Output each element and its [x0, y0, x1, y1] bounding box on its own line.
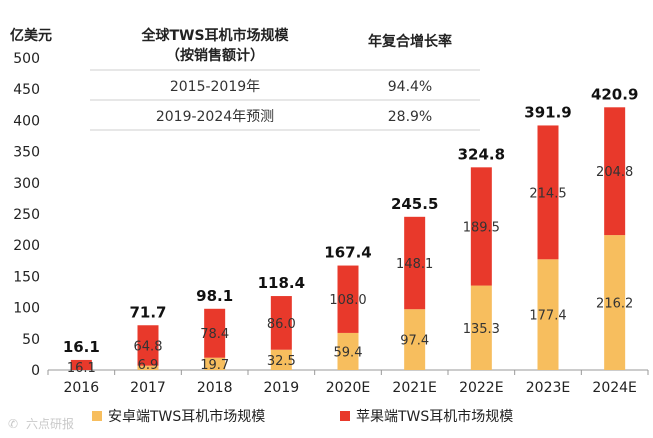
table-row-2-period: 2019-2024年预测 — [156, 109, 274, 125]
bar-android-2017 — [137, 365, 159, 370]
bar-apple-2018 — [204, 308, 226, 358]
data-label-apple: 78.4 — [200, 327, 229, 342]
table-header-market-size: 全球TWS耳机市场规模 — [140, 27, 289, 44]
data-label-android: 97.4 — [400, 334, 429, 349]
y-tick-label: 100 — [13, 301, 40, 317]
bar-apple-2022E — [470, 167, 492, 286]
bar-apple-2016 — [70, 359, 92, 370]
data-label-apple: 214.5 — [529, 186, 566, 201]
y-axis-unit-label: 亿美元 — [10, 27, 52, 44]
y-tick-label: 0 — [31, 363, 40, 379]
legend: 安卓端TWS耳机市场规模 苹果端TWS耳机市场规模 — [92, 408, 513, 425]
x-tick-label: 2016 — [64, 380, 100, 396]
bar-apple-2021E — [404, 216, 426, 310]
data-label-android: 19.7 — [200, 358, 229, 373]
y-tick-label: 150 — [13, 269, 40, 285]
data-label-total: 118.4 — [258, 274, 305, 292]
table-row-2-cagr: 28.9% — [388, 109, 432, 125]
table-row-1-cagr: 94.4% — [388, 79, 432, 95]
data-label-apple: 16.1 — [67, 361, 96, 376]
data-label-total: 71.7 — [129, 303, 166, 321]
y-tick-label: 350 — [13, 145, 40, 161]
x-tick-label: 2021E — [392, 380, 436, 396]
bar-apple-2017 — [137, 325, 159, 366]
x-tick-label: 2020E — [326, 380, 370, 396]
data-label-total: 324.8 — [458, 145, 505, 163]
data-label-apple: 189.5 — [463, 220, 500, 235]
bar-android-2024E — [604, 235, 626, 370]
bar-apple-2019 — [270, 296, 292, 350]
cagr-table: 全球TWS耳机市场规模 （按销售额计） 年复合增长率 2015-2019年 94… — [90, 27, 480, 131]
legend-label-apple: 苹果端TWS耳机市场规模 — [356, 408, 513, 425]
data-label-android: 59.4 — [334, 345, 363, 360]
y-tick-label: 300 — [13, 176, 40, 192]
bar-apple-2024E — [604, 107, 626, 236]
y-tick-label: 250 — [13, 207, 40, 223]
data-label-android: 32.5 — [267, 354, 296, 369]
data-label-total: 420.9 — [591, 85, 638, 103]
legend-label-android: 安卓端TWS耳机市场规模 — [108, 408, 265, 425]
data-label-apple: 204.8 — [596, 165, 633, 180]
data-label-total: 98.1 — [196, 287, 233, 305]
y-tick-label: 50 — [22, 332, 40, 348]
data-label-apple: 64.8 — [134, 339, 163, 354]
legend-swatch-android — [92, 411, 102, 421]
x-tick-label: 2022E — [459, 380, 503, 396]
bar-android-2021E — [404, 309, 426, 370]
bar-android-2023E — [537, 259, 559, 370]
data-label-total: 391.9 — [524, 103, 571, 121]
bar-android-2019 — [270, 349, 292, 370]
x-axis: 2016 2017 2018 2019 2020E 2021E 2022E 2023E 2024… — [47, 370, 649, 396]
y-tick-label: 400 — [13, 113, 40, 129]
y-tick-label: 450 — [13, 82, 40, 98]
data-label-android: 135.3 — [463, 322, 500, 337]
data-label-total: 245.5 — [391, 195, 438, 213]
bar-apple-2020E — [337, 265, 359, 333]
data-label-android: 6.9 — [138, 358, 159, 373]
table-header-market-size-sub: （按销售额计） — [166, 47, 264, 64]
x-tick-label: 2024E — [592, 380, 636, 396]
x-tick-label: 2019 — [264, 380, 300, 396]
data-label-total: 167.4 — [324, 244, 371, 262]
bar-android-2020E — [337, 332, 359, 370]
bar-apple-2023E — [537, 125, 559, 260]
x-tick-label: 2017 — [130, 380, 166, 396]
table-header-cagr: 年复合增长率 — [368, 33, 452, 50]
watermark-text: 六点研报 — [26, 416, 74, 431]
watermark-icon: ✆ — [8, 417, 18, 431]
x-tick-label: 2018 — [197, 380, 233, 396]
watermark: ✆ 六点研报 — [8, 416, 74, 431]
bar-series: 16.1 16.1 6.9 64.8 71.7 19.7 78.4 98.1 32.5 86.0 1… — [63, 85, 639, 376]
data-label-total: 16.1 — [63, 338, 100, 356]
y-tick-label: 200 — [13, 238, 40, 254]
data-label-apple: 148.1 — [396, 257, 433, 272]
x-tick-label: 2023E — [526, 380, 570, 396]
y-tick-label: 500 — [13, 51, 40, 67]
bar-android-2018 — [204, 357, 226, 370]
data-label-apple: 86.0 — [267, 317, 296, 332]
legend-swatch-apple — [340, 411, 350, 421]
data-label-apple: 108.0 — [329, 293, 366, 308]
bar-android-2022E — [470, 285, 492, 370]
data-label-android: 177.4 — [529, 309, 566, 324]
data-label-android: 216.2 — [596, 297, 633, 312]
table-row-1-period: 2015-2019年 — [170, 79, 260, 95]
